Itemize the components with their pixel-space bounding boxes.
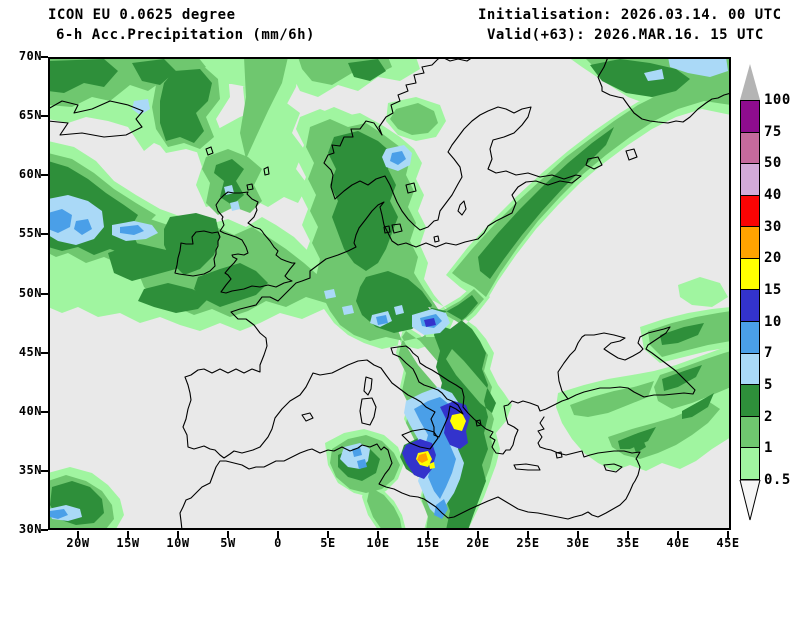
precip-layer-orange	[417, 453, 428, 463]
parameter-title: 6-h Acc.Precipitation (mm/6h)	[56, 27, 315, 43]
coastline-layer	[47, 56, 732, 531]
lon-tick-label: 0	[274, 536, 282, 550]
colorbar-tick-label: 7	[764, 345, 773, 361]
lat-tick	[41, 293, 48, 295]
colorbar-band	[741, 226, 759, 258]
colorbar-tick-label: 50	[764, 155, 782, 171]
colorbar-tick-label: 10	[764, 314, 782, 330]
lon-tick	[627, 531, 629, 538]
lat-tick-label: 35N	[18, 463, 42, 477]
lon-tick-label: 5E	[320, 536, 336, 550]
europe-precipitation-map	[47, 56, 732, 531]
colorbar	[740, 100, 760, 480]
lat-tick	[41, 174, 48, 176]
lat-tick	[41, 233, 48, 235]
lat-tick-label: 60N	[18, 167, 42, 181]
colorbar-tick-label: 30	[764, 219, 782, 235]
colorbar-band	[741, 289, 759, 322]
precip-layer-yellow	[416, 413, 466, 469]
lat-tick-label: 65N	[18, 108, 42, 122]
colorbar-underflow-arrow	[739, 480, 761, 521]
colorbar-tick-label: 100	[764, 92, 791, 108]
lat-tick	[41, 352, 48, 354]
lat-tick-label: 30N	[18, 522, 42, 536]
colorbar-tick-label: 5	[764, 377, 773, 393]
colorbar-band	[741, 352, 759, 385]
lon-tick	[327, 531, 329, 538]
lat-tick-label: 40N	[18, 404, 42, 418]
colorbar-band	[741, 163, 759, 195]
colorbar-tick-label: 40	[764, 187, 782, 203]
lat-tick-label: 45N	[18, 345, 42, 359]
colorbar-tick-label: 15	[764, 282, 782, 298]
lon-tick	[477, 531, 479, 538]
lon-tick-label: 15W	[116, 536, 140, 550]
colorbar-band	[741, 447, 759, 479]
lon-tick-label: 20W	[66, 536, 90, 550]
lon-tick-label: 10W	[166, 536, 190, 550]
map-canvas	[47, 56, 732, 531]
map-frame	[48, 57, 731, 530]
lon-tick-label: 40E	[666, 536, 690, 550]
lon-tick-label: 25E	[516, 536, 540, 550]
lat-tick	[41, 529, 48, 531]
colorbar-tick-label: 1	[764, 440, 773, 456]
precip-layer-light-blue	[48, 57, 728, 521]
lon-tick	[677, 531, 679, 538]
colorbar-tick-label: 20	[764, 250, 782, 266]
lon-tick-label: 5W	[220, 536, 236, 550]
lon-tick-label: 45E	[716, 536, 740, 550]
colorbar-band	[741, 415, 759, 448]
lat-tick-label: 70N	[18, 49, 42, 63]
lon-tick	[377, 531, 379, 538]
lon-tick-label: 30E	[566, 536, 590, 550]
lat-tick	[41, 115, 48, 117]
colorbar-tick-label: 75	[764, 124, 782, 140]
lat-tick	[41, 411, 48, 413]
lat-tick	[41, 56, 48, 58]
precip-layer-dark-green	[48, 59, 714, 530]
lon-tick	[227, 531, 229, 538]
lon-tick-label: 10E	[366, 536, 390, 550]
colorbar-band	[741, 321, 759, 353]
lon-tick	[127, 531, 129, 538]
lon-tick	[727, 531, 729, 538]
lat-tick-label: 55N	[18, 226, 42, 240]
lon-tick	[527, 531, 529, 538]
precip-layer-dark-blue	[402, 318, 470, 479]
valid-time-label: Valid(+63): 2026.MAR.16. 15 UTC	[487, 27, 764, 43]
lon-tick	[577, 531, 579, 538]
colorbar-tick-label: 2	[764, 409, 773, 425]
colorbar-overflow-arrow	[740, 64, 760, 100]
lon-tick-label: 20E	[466, 536, 490, 550]
lat-tick	[41, 470, 48, 472]
lon-tick	[177, 531, 179, 538]
lon-tick	[427, 531, 429, 538]
lon-tick	[77, 531, 79, 538]
init-time-label: Initialisation: 2026.03.14. 00 UTC	[478, 7, 782, 23]
lon-tick-label: 15E	[416, 536, 440, 550]
colorbar-band	[741, 257, 759, 290]
lon-tick-label: 35E	[616, 536, 640, 550]
lon-tick	[277, 531, 279, 538]
model-title: ICON EU 0.0625 degree	[48, 7, 236, 23]
colorbar-band	[741, 384, 759, 416]
lat-tick-label: 50N	[18, 286, 42, 300]
colorbar-band	[741, 101, 759, 132]
colorbar-tick-label: 0.5	[764, 472, 791, 488]
colorbar-band	[741, 194, 759, 227]
colorbar-band	[741, 131, 759, 164]
